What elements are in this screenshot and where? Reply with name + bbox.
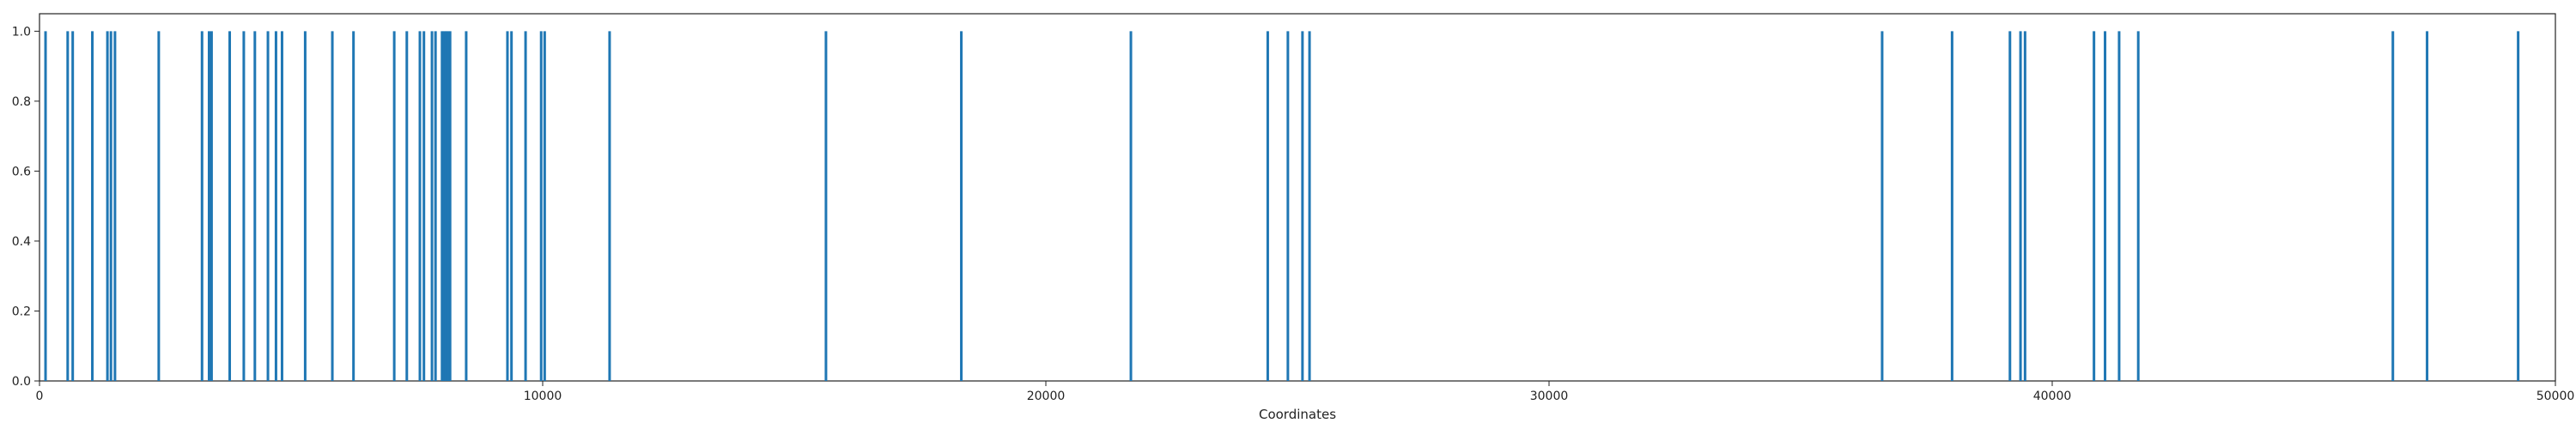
x-tick-label: 20000: [1027, 390, 1066, 403]
x-tick-label: 0: [36, 390, 44, 403]
y-tick-label: 0.6: [12, 165, 31, 178]
x-axis: 0 10000 20000 30000 40000 50000: [36, 381, 2575, 403]
y-tick-label: 0.4: [12, 235, 31, 249]
x-axis-label: Coordinates: [1259, 407, 1336, 422]
y-tick-label: 0.2: [12, 305, 31, 318]
plot-frame: [39, 13, 2556, 382]
y-axis: 0.0 0.2 0.4 0.6 0.8 1.0: [12, 25, 39, 389]
plot-area: [39, 13, 2556, 382]
y-tick-label: 0.8: [12, 95, 31, 109]
x-tick-label: 10000: [524, 390, 562, 403]
y-tick-label: 0.0: [12, 375, 31, 389]
bars-group: [44, 31, 2520, 381]
x-tick-label: 40000: [2033, 390, 2072, 403]
x-tick-label: 50000: [2537, 390, 2575, 403]
y-tick-label: 1.0: [12, 25, 31, 39]
x-tick-label: 30000: [1530, 390, 1569, 403]
